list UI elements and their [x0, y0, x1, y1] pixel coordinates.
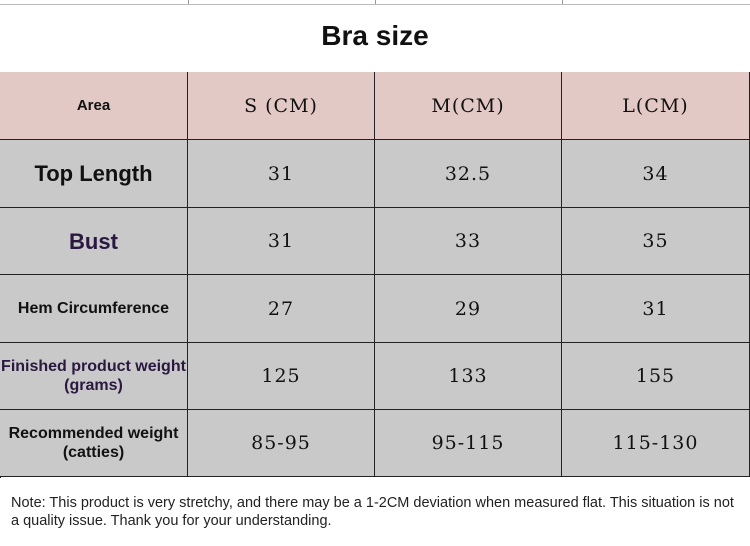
title: Bra size: [321, 20, 429, 51]
cell-value: 125: [188, 343, 375, 410]
column-header: L(CM): [562, 72, 750, 140]
cell-value: 31: [562, 275, 750, 343]
cell-value: 155: [562, 343, 750, 410]
cell-value: 32.5: [375, 140, 562, 208]
cell-value: 29: [375, 275, 562, 343]
row-label: Top Length: [0, 140, 188, 208]
cell-value: 115-130: [562, 410, 750, 477]
cell-value: 33: [375, 208, 562, 275]
cell-value: 35: [562, 208, 750, 275]
cell-value: 85-95: [188, 410, 375, 477]
note: Note: This product is very stretchy, and…: [11, 495, 734, 529]
row-label: Bust: [0, 208, 188, 275]
cell-value: 31: [188, 208, 375, 275]
cell-value: 95-115: [375, 410, 562, 477]
top-strip: [0, 0, 750, 5]
column-header: S (CM): [188, 72, 375, 140]
row-label: Finished product weight (grams): [0, 343, 188, 410]
column-header: M(CM): [375, 72, 562, 140]
row-label: Recommended weight (catties): [0, 410, 188, 477]
column-header: Area: [0, 72, 188, 140]
cell-value: 34: [562, 140, 750, 208]
cell-value: 133: [375, 343, 562, 410]
row-label: Hem Circumference: [0, 275, 188, 343]
cell-value: 31: [188, 140, 375, 208]
size-table: Area S (CM) M(CM) L(CM) Top Length 31 32.5 34 Bu…: [0, 72, 750, 478]
cell-value: 27: [188, 275, 375, 343]
